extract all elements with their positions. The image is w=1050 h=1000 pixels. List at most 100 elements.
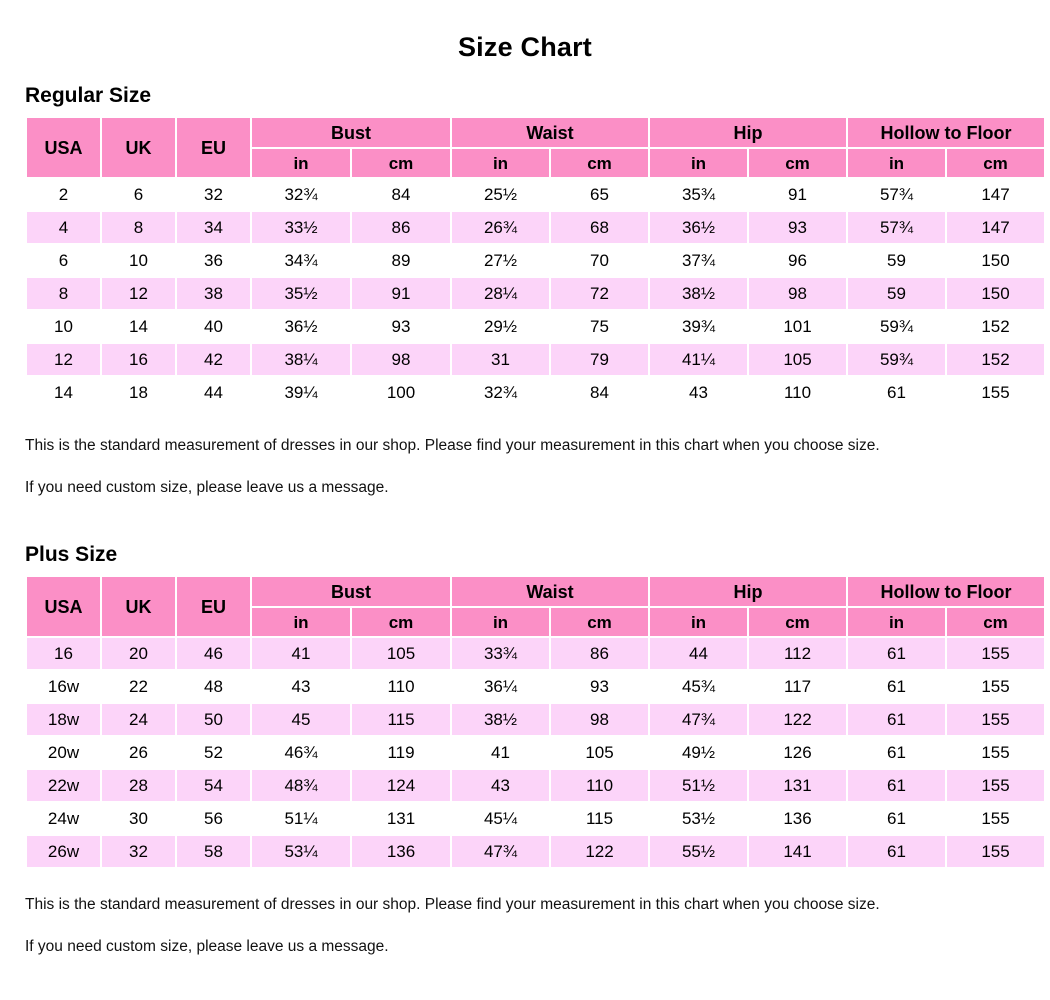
col-header-eu: EU [177, 118, 250, 177]
cell-hollow-cm: 147 [947, 179, 1045, 210]
cell-waist-cm: 93 [551, 671, 648, 702]
cell-eu: 36 [177, 245, 250, 276]
table-row: 10 14 40 36½ 93 29½ 75 39¾ 101 59¾ 152 [27, 311, 1045, 342]
table-row: 24w 30 56 51¼ 131 45¼ 115 53½ 136 61 155 [27, 803, 1045, 834]
cell-bust-in: 34¾ [252, 245, 350, 276]
cell-waist-cm: 86 [551, 638, 648, 669]
cell-waist-cm: 110 [551, 770, 648, 801]
col-header-hip: Hip [650, 577, 846, 606]
cell-hip-in: 36½ [650, 212, 747, 243]
cell-uk: 30 [102, 803, 175, 834]
cell-waist-cm: 68 [551, 212, 648, 243]
cell-waist-in: 31 [452, 344, 549, 375]
regular-note-line-2: If you need custom size, please leave us… [25, 479, 389, 496]
col-header-hip: Hip [650, 118, 846, 147]
cell-hip-in: 37¾ [650, 245, 747, 276]
cell-hollow-in: 59¾ [848, 344, 945, 375]
cell-uk: 16 [102, 344, 175, 375]
table-row: 4 8 34 33½ 86 26¾ 68 36½ 93 57¾ 147 [27, 212, 1045, 243]
cell-bust-in: 46¾ [252, 737, 350, 768]
cell-hollow-in: 61 [848, 638, 945, 669]
cell-hip-cm: 110 [749, 377, 846, 408]
cell-hollow-cm: 155 [947, 803, 1045, 834]
cell-bust-cm: 91 [352, 278, 450, 309]
cell-eu: 52 [177, 737, 250, 768]
cell-waist-cm: 75 [551, 311, 648, 342]
cell-bust-in: 39¼ [252, 377, 350, 408]
cell-waist-in: 38½ [452, 704, 549, 735]
regular-size-section: Regular Size USA UK EU Bust Waist Hip Ho… [25, 64, 1045, 519]
cell-waist-in: 43 [452, 770, 549, 801]
cell-waist-in: 32¾ [452, 377, 549, 408]
cell-waist-cm: 65 [551, 179, 648, 210]
table-row: 14 18 44 39¼ 100 32¾ 84 43 110 61 155 [27, 377, 1045, 408]
cell-eu: 40 [177, 311, 250, 342]
cell-uk: 14 [102, 311, 175, 342]
regular-size-heading: Regular Size [25, 84, 152, 107]
col-header-hollow-to-floor: Hollow to Floor [848, 118, 1045, 147]
cell-uk: 18 [102, 377, 175, 408]
cell-waist-in: 36¼ [452, 671, 549, 702]
cell-hip-cm: 136 [749, 803, 846, 834]
cell-waist-in: 47¾ [452, 836, 549, 867]
cell-eu: 38 [177, 278, 250, 309]
cell-hip-cm: 126 [749, 737, 846, 768]
cell-bust-cm: 131 [352, 803, 450, 834]
col-header-bust: Bust [252, 118, 450, 147]
col-unit-hip-cm: cm [749, 608, 846, 636]
regular-header-group-row: USA UK EU Bust Waist Hip Hollow to Floor [27, 118, 1045, 177]
cell-waist-cm: 84 [551, 377, 648, 408]
col-unit-hollow-cm: cm [947, 149, 1045, 177]
cell-usa: 16 [27, 638, 100, 669]
regular-size-table: USA UK EU Bust Waist Hip Hollow to Floor… [25, 116, 1046, 410]
table-row: 20w 26 52 46¾ 119 41 105 49½ 126 61 155 [27, 737, 1045, 768]
cell-hollow-in: 61 [848, 671, 945, 702]
cell-uk: 26 [102, 737, 175, 768]
cell-bust-cm: 136 [352, 836, 450, 867]
cell-waist-cm: 79 [551, 344, 648, 375]
cell-waist-cm: 70 [551, 245, 648, 276]
cell-hollow-cm: 152 [947, 311, 1045, 342]
cell-hip-cm: 141 [749, 836, 846, 867]
col-unit-hollow-in: in [848, 608, 945, 636]
cell-hollow-in: 61 [848, 770, 945, 801]
col-unit-bust-cm: cm [352, 149, 450, 177]
cell-hollow-in: 61 [848, 704, 945, 735]
cell-usa: 26w [27, 836, 100, 867]
cell-hollow-cm: 152 [947, 344, 1045, 375]
cell-waist-cm: 105 [551, 737, 648, 768]
plus-size-heading: Plus Size [25, 543, 118, 566]
col-header-uk: UK [102, 118, 175, 177]
cell-hip-cm: 96 [749, 245, 846, 276]
cell-uk: 28 [102, 770, 175, 801]
col-header-waist: Waist [452, 118, 648, 147]
cell-hip-in: 55½ [650, 836, 747, 867]
cell-hollow-in: 61 [848, 836, 945, 867]
cell-bust-in: 51¼ [252, 803, 350, 834]
cell-bust-cm: 86 [352, 212, 450, 243]
cell-bust-cm: 93 [352, 311, 450, 342]
cell-usa: 20w [27, 737, 100, 768]
cell-usa: 16w [27, 671, 100, 702]
cell-bust-in: 33½ [252, 212, 350, 243]
col-unit-bust-in: in [252, 608, 350, 636]
cell-hollow-cm: 155 [947, 770, 1045, 801]
regular-size-note: This is the standard measurement of dres… [25, 410, 1025, 519]
cell-hollow-in: 59¾ [848, 311, 945, 342]
cell-usa: 10 [27, 311, 100, 342]
cell-bust-in: 38¼ [252, 344, 350, 375]
cell-uk: 22 [102, 671, 175, 702]
col-unit-bust-cm: cm [352, 608, 450, 636]
cell-hollow-cm: 155 [947, 836, 1045, 867]
table-row: 22w 28 54 48¾ 124 43 110 51½ 131 61 155 [27, 770, 1045, 801]
col-unit-waist-in: in [452, 149, 549, 177]
col-header-bust: Bust [252, 577, 450, 606]
cell-hip-in: 51½ [650, 770, 747, 801]
col-unit-hollow-in: in [848, 149, 945, 177]
col-header-uk: UK [102, 577, 175, 636]
cell-waist-in: 29½ [452, 311, 549, 342]
cell-uk: 8 [102, 212, 175, 243]
cell-bust-in: 53¼ [252, 836, 350, 867]
cell-usa: 12 [27, 344, 100, 375]
